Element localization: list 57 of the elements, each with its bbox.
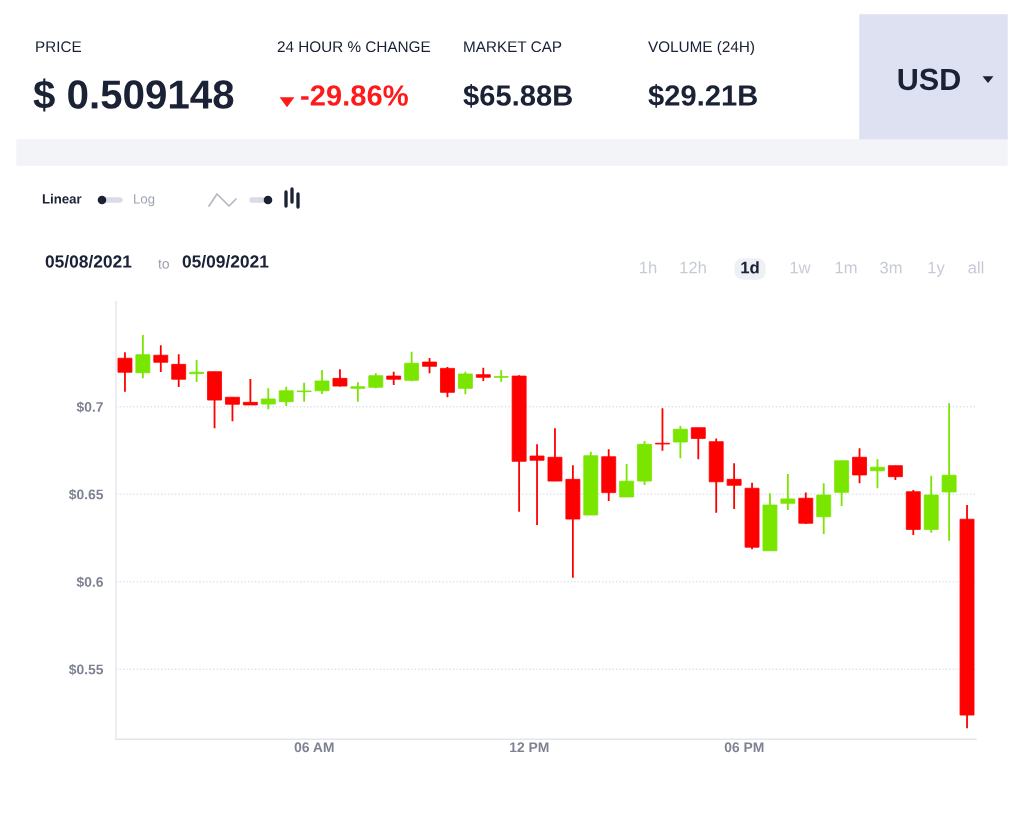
text: 1h xyxy=(640,261,657,274)
y-tick-label: $0.55 xyxy=(68,663,104,676)
text: $65.88B xyxy=(463,83,572,108)
text: 1m xyxy=(835,261,857,274)
candlestick xyxy=(852,447,867,485)
candlestick xyxy=(350,381,366,403)
x-tick-label: 12 PM xyxy=(510,742,549,753)
text: Log xyxy=(134,194,155,207)
candlestick xyxy=(404,350,420,383)
candlestick xyxy=(870,458,885,490)
candlestick xyxy=(941,402,957,542)
text: VOLUME (24H) xyxy=(648,40,755,56)
text: $ 0.509148 xyxy=(33,78,234,112)
candlestick xyxy=(171,353,187,388)
text: all xyxy=(968,261,984,274)
text: 12h xyxy=(680,261,706,274)
text: to xyxy=(158,259,169,269)
candlestick xyxy=(547,427,563,482)
text: 05/08/2021 xyxy=(45,254,132,268)
candlestick xyxy=(493,369,509,383)
text: -29.86% xyxy=(301,85,408,106)
candlestick xyxy=(242,378,258,406)
candlestick xyxy=(153,344,169,373)
text: PRICE xyxy=(36,41,82,53)
candlestick xyxy=(440,366,455,399)
candlestick xyxy=(296,381,312,403)
text: 1y xyxy=(928,261,945,277)
candlestick xyxy=(135,334,151,380)
y-tick-label: $0.7 xyxy=(76,401,103,413)
candlestick xyxy=(529,443,545,526)
text: Linear xyxy=(42,193,82,204)
text: MARKET CAP xyxy=(464,41,562,53)
candlestick xyxy=(690,426,706,461)
text: 05/09/2021 xyxy=(182,254,269,268)
text: 1d xyxy=(741,261,759,274)
x-tick-label: 06 PM xyxy=(724,742,764,753)
text: $29.21B xyxy=(648,83,757,108)
candlestick xyxy=(655,407,670,452)
candlestick xyxy=(117,351,133,393)
candlestick xyxy=(816,482,832,535)
text: USD xyxy=(898,68,960,91)
text: 1w xyxy=(790,261,811,274)
y-tick-label: $0.6 xyxy=(76,576,103,588)
text: 24 HOUR % CHANGE xyxy=(277,41,430,53)
candlestick xyxy=(189,359,205,383)
candlestick xyxy=(225,396,240,423)
text: 3m xyxy=(880,261,902,274)
x-tick-label: 06 AM xyxy=(294,742,334,753)
candlestick xyxy=(672,425,688,460)
candlestick xyxy=(457,370,473,396)
candlestick xyxy=(726,462,742,510)
candlestick xyxy=(314,369,330,395)
candlestick xyxy=(780,473,796,511)
candlestick xyxy=(260,387,276,411)
candlestick xyxy=(619,463,635,498)
y-tick-label: $0.65 xyxy=(68,488,104,501)
candlestick xyxy=(278,385,294,407)
